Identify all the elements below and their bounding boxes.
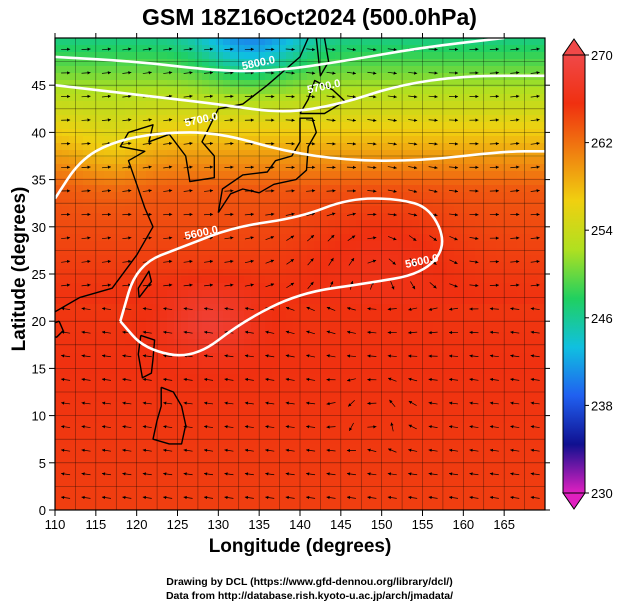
x-tick-label: 145 — [330, 517, 352, 532]
y-axis-ticks: 0 5 10 15 20 25 30 35 40 45 — [32, 78, 550, 518]
contour-line-0 — [119, 197, 444, 357]
y-tick-label: 0 — [39, 503, 46, 518]
y-tick-label: 35 — [32, 173, 46, 188]
chart-title: GSM 18Z16Oct2024 (500.0hPa) — [142, 4, 477, 30]
colorbar-max-arrow — [562, 38, 586, 56]
y-tick-label: 25 — [32, 267, 46, 282]
colorbar-label: 262 — [591, 136, 613, 151]
credit-data: Data from http://database.rish.kyoto-u.a… — [165, 590, 454, 602]
x-tick-label: 130 — [207, 517, 229, 532]
x-tick-label: 155 — [412, 517, 434, 532]
colorbar-label: 230 — [591, 486, 613, 501]
y-tick-label: 20 — [32, 314, 46, 329]
x-tick-label: 120 — [126, 517, 148, 532]
colorbar-min-arrow — [562, 492, 586, 510]
x-tick-label: 135 — [248, 517, 270, 532]
x-tick-label: 110 — [45, 517, 66, 532]
colorbar-bar — [562, 54, 586, 494]
colorbar-label: 254 — [591, 223, 613, 238]
x-axis-label: Longitude (degrees) — [208, 536, 392, 557]
grid-lines — [54, 37, 546, 511]
wind-streamlines — [61, 47, 540, 500]
colorbar-label: 246 — [591, 311, 613, 326]
y-tick-label: 10 — [32, 409, 46, 424]
y-tick-label: 15 — [32, 361, 46, 376]
y-tick-label: 45 — [32, 78, 46, 93]
colorbar-label: 270 — [591, 48, 613, 63]
x-tick-label: 150 — [371, 517, 393, 532]
x-tick-label: 125 — [167, 517, 189, 532]
x-tick-label: 115 — [85, 517, 106, 532]
y-axis-label: Latitude (degrees) — [9, 186, 30, 352]
y-tick-label: 30 — [32, 220, 46, 235]
colorbar-label: 238 — [591, 398, 613, 413]
x-tick-label: 140 — [289, 517, 311, 532]
contour-line-2 — [55, 74, 545, 113]
y-tick-label: 40 — [32, 125, 46, 140]
contour-line-3 — [55, 38, 505, 73]
x-tick-label: 160 — [452, 517, 474, 532]
colorbar: 230 238 246 254 262 270 — [562, 38, 613, 510]
x-tick-label: 165 — [493, 517, 515, 532]
height-contours — [55, 38, 545, 357]
credit-drawing: Drawing by DCL (https://www.gfd-dennou.o… — [166, 576, 453, 588]
x-axis-ticks: 110 115 120 125 130 135 140 145 150 155 160 165 — [45, 33, 515, 532]
contour-line-1 — [55, 131, 545, 200]
y-tick-label: 5 — [39, 456, 46, 471]
